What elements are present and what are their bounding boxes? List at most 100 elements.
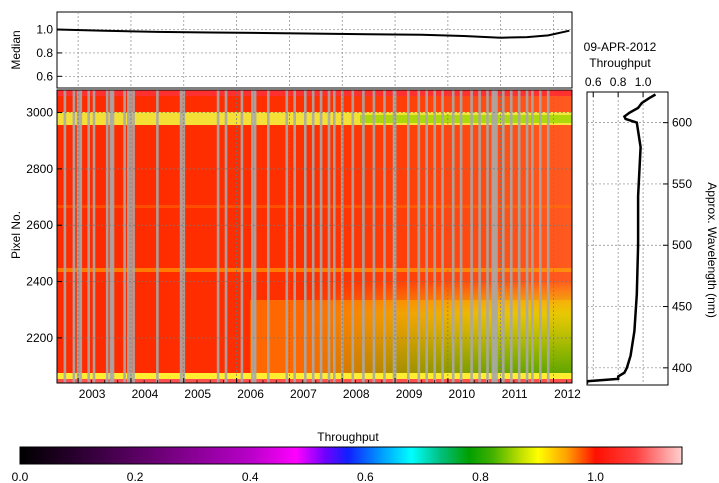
data-gap-line	[441, 90, 444, 383]
data-gap-line	[127, 90, 130, 383]
data-gap-line	[372, 90, 376, 383]
y-tick-label: 0.6	[36, 69, 53, 83]
data-gap-line	[493, 90, 496, 383]
data-gap-line	[393, 90, 397, 383]
y-tick-label: 2800	[26, 162, 53, 176]
colorbar-ticks: 0.0 0.2 0.4 0.6 0.8 1.0	[12, 470, 605, 483]
data-gap-line	[267, 90, 270, 383]
data-gap-line	[407, 90, 410, 383]
median-frame	[56, 11, 573, 89]
profile-series-line	[587, 93, 657, 384]
y-tick-label: 600	[672, 116, 692, 130]
median-series-line	[57, 28, 570, 39]
heatmap-yellow-wash	[250, 300, 572, 380]
colorbar: Throughput 0.0 0.2 0.4 0.6 0.8 1.0	[12, 430, 683, 483]
heatmap-y-ticks: 2200 2400 2600 2800 3000	[26, 106, 62, 345]
data-gap-line	[319, 90, 323, 383]
data-gap-line	[531, 90, 534, 383]
x-tick-label: 2012	[554, 387, 581, 401]
data-gap-line	[502, 90, 505, 383]
x-tick-label: 2008	[343, 387, 370, 401]
data-gap-line	[182, 90, 186, 383]
data-gap-line	[216, 90, 220, 383]
data-gap-line	[340, 90, 344, 383]
x-tick-label: 2006	[237, 387, 264, 401]
data-gap-line	[63, 90, 67, 383]
heatmap-x-ticks: 2003 2004 2005 2006 2007 2008 2009 2010 2011 2012	[77, 378, 581, 401]
data-gap-line	[87, 90, 90, 383]
data-gap-line	[179, 90, 183, 383]
data-gap-line	[478, 90, 481, 383]
data-gap-line	[327, 90, 331, 383]
data-gap-line	[417, 90, 421, 383]
data-gap-line	[111, 90, 115, 383]
data-gap-line	[240, 90, 244, 383]
colorbar-tick-label: 0.8	[472, 470, 489, 483]
y-tick-label: 500	[672, 238, 692, 252]
profile-x-axis-label: Throughput	[589, 56, 651, 70]
data-gap-line	[311, 90, 315, 383]
heatmap-band-top-core	[360, 115, 572, 123]
data-gap-line	[486, 90, 489, 383]
x-tick-label: 0.6	[585, 75, 602, 89]
data-gap-line	[525, 90, 529, 383]
x-tick-label: 2005	[184, 387, 211, 401]
data-gap-line	[470, 90, 473, 383]
profile-frame	[586, 91, 669, 386]
data-gap-line	[433, 90, 436, 383]
data-gap-line	[72, 90, 76, 383]
profile-y-ticks: 400 450 500 550 600	[663, 116, 692, 375]
median-grid	[57, 12, 572, 88]
x-tick-label: 2010	[449, 387, 476, 401]
y-tick-label: 1.0	[36, 23, 53, 37]
data-gap-line	[333, 90, 336, 383]
median-y-ticks: 0.6 0.8 1.0	[36, 23, 62, 83]
profile-panel: 0.6 0.8 1.0 400 450 500 550 600 09-APR-2012 Th…	[584, 40, 719, 386]
colorbar-tick-label: 0.2	[127, 470, 144, 483]
data-gap-line	[79, 90, 83, 383]
colorbar-tick-label: 0.6	[357, 470, 374, 483]
profile-x-ticks: 0.6 0.8 1.0	[585, 75, 652, 97]
x-tick-label: 2009	[396, 387, 423, 401]
data-gap-line	[495, 90, 498, 383]
colorbar-scale	[19, 446, 683, 465]
x-tick-label: 2004	[132, 387, 159, 401]
y-tick-label: 2600	[26, 218, 53, 232]
throughput-heatmap: 2003 2004 2005 2006 2007 2008 2009 2010 2011 2012…	[9, 89, 581, 401]
colorbar-label: Throughput	[317, 430, 379, 444]
data-gap-line	[425, 90, 428, 383]
y-tick-label: 3000	[26, 106, 53, 120]
y-tick-label: 2400	[26, 275, 53, 289]
y-tick-label: 550	[672, 177, 692, 191]
y-tick-label: 0.8	[36, 46, 53, 60]
median-panel: 0.6 0.8 1.0 Median	[9, 11, 573, 89]
data-gap-line	[539, 90, 542, 383]
median-axis-label: Median	[9, 30, 23, 69]
profile-date-title: 09-APR-2012	[584, 40, 657, 54]
data-gap-line	[517, 90, 521, 383]
heatmap-frame	[56, 89, 573, 384]
data-gap-line	[92, 90, 96, 383]
colorbar-tick-label: 1.0	[587, 470, 604, 483]
x-tick-label: 1.0	[635, 75, 652, 89]
data-gap-line	[304, 90, 307, 383]
profile-y-axis-label: Approx. Wavelength (nm)	[705, 182, 719, 318]
data-gap-line	[224, 90, 228, 383]
y-tick-label: 400	[672, 361, 692, 375]
colorbar-tick-label: 0.4	[242, 470, 259, 483]
data-gap-line	[253, 90, 257, 383]
x-tick-label: 2011	[502, 387, 528, 401]
data-gap-line	[451, 90, 455, 383]
data-gap-line	[109, 90, 113, 383]
data-gap-line	[351, 90, 355, 383]
data-gap-line	[491, 90, 495, 383]
data-gap-line	[383, 90, 386, 383]
profile-grid	[587, 92, 668, 385]
heatmap-grid	[57, 90, 572, 383]
data-gap-line	[459, 90, 463, 383]
data-gap-line	[285, 90, 289, 383]
data-gap-line	[132, 90, 135, 383]
x-tick-label: 2007	[290, 387, 317, 401]
data-gap-line	[123, 90, 126, 383]
